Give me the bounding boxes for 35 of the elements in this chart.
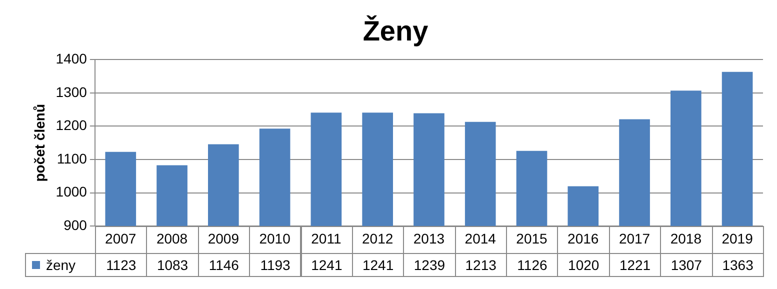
data-label: 1123 [94, 253, 148, 277]
data-label: 1213 [454, 253, 508, 277]
y-tick-label: 1400 [56, 50, 88, 66]
x-tick-label: 2015 [516, 230, 548, 246]
data-label: 1146 [198, 253, 250, 277]
y-tick-label: 1300 [56, 84, 88, 100]
x-tick-label: 2019 [722, 230, 754, 246]
y-tick-label: 900 [64, 217, 88, 234]
legend-label: ženy [46, 257, 76, 273]
data-label: 1239 [403, 253, 456, 277]
data-label: 1241 [352, 253, 404, 277]
y-tick-label: 1000 [56, 184, 88, 200]
data-label: 1083 [146, 253, 199, 277]
data-label: 1307 [660, 253, 713, 277]
x-tick-label: 2017 [618, 230, 650, 246]
x-tick-label: 2010 [259, 230, 291, 246]
x-tick-label: 2018 [670, 230, 702, 246]
x-tick-label: 2013 [413, 230, 445, 246]
x-tick-label: 2007 [105, 230, 136, 246]
data-label: 1221 [608, 253, 662, 277]
y-tick-label: 1100 [56, 150, 88, 166]
x-tick-label: 2016 [568, 230, 599, 246]
data-label: 1363 [712, 253, 764, 277]
data-label: 1193 [249, 253, 302, 277]
data-label: 1020 [557, 253, 610, 277]
x-tick-label: 2008 [156, 230, 188, 246]
x-tick-label: 2014 [464, 230, 496, 246]
x-tick-label: 2012 [362, 230, 394, 246]
y-axis-title: počet členů [31, 104, 48, 182]
data-label: 1126 [506, 253, 558, 277]
y-tick-label: 1200 [56, 117, 88, 134]
chart-title: Ženy [362, 14, 429, 47]
x-tick-label: 2009 [208, 230, 240, 246]
x-tick-label: 2011 [311, 230, 342, 246]
data-label: 1241 [300, 253, 353, 277]
